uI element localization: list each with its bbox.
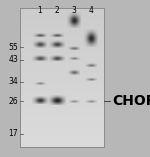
Text: 3: 3 [72, 6, 76, 15]
Text: 17: 17 [8, 130, 18, 138]
Text: 34: 34 [8, 78, 18, 87]
Text: 1: 1 [38, 6, 42, 15]
Text: 4: 4 [88, 6, 93, 15]
Text: 2: 2 [55, 6, 59, 15]
Text: 26: 26 [8, 97, 18, 106]
Text: 55: 55 [8, 43, 18, 51]
Text: 43: 43 [8, 56, 18, 65]
Text: CHOP: CHOP [112, 94, 150, 108]
